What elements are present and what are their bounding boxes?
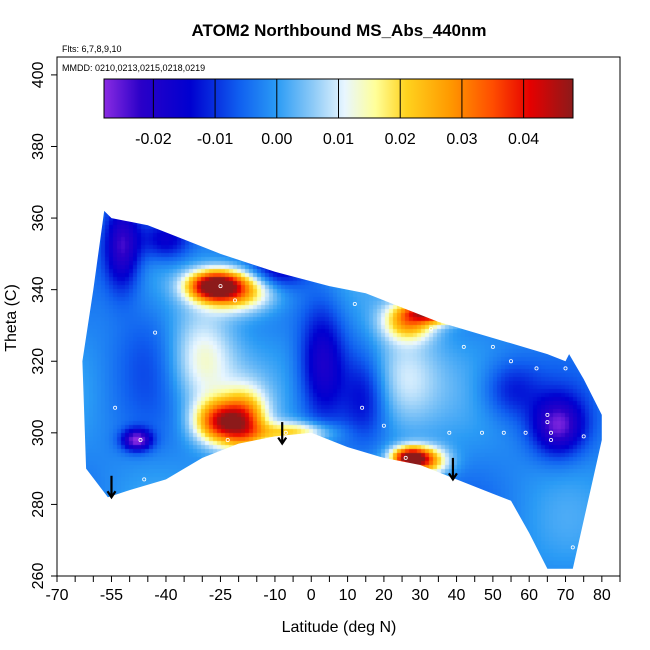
sample-point — [447, 430, 452, 435]
arrow-head — [106, 490, 117, 500]
sample-point — [479, 430, 484, 435]
sample-point — [429, 326, 434, 331]
marker-arrow — [277, 422, 288, 446]
colorbar-tick-label: 0.04 — [508, 131, 539, 148]
sample-point — [545, 420, 550, 425]
sample-points — [113, 266, 586, 550]
x-tick-label: -10 — [263, 587, 286, 604]
plot-frame — [56, 56, 621, 577]
sample-point — [563, 366, 568, 371]
y-tick-label: 340 — [30, 276, 47, 303]
sample-point — [461, 344, 466, 349]
y-axis-label: Theta (C) — [3, 284, 20, 352]
marker-arrows — [106, 422, 458, 500]
colorbar-tick-label: 0.00 — [261, 131, 292, 148]
sample-point — [352, 301, 357, 306]
chart-title: ATOM2 Northbound MS_Abs_440nm — [191, 21, 486, 40]
y-tick-label: 280 — [30, 491, 47, 518]
sample-point — [570, 545, 575, 550]
sample-point — [545, 412, 550, 417]
y-tick-label: 360 — [30, 205, 47, 232]
sample-point — [283, 430, 288, 435]
x-tick-label: -25 — [209, 587, 232, 604]
sample-point — [549, 430, 554, 435]
x-axis: -70 -55 -40 -25 -10 0 10 20 30 40 50 60 70 80 — [45, 576, 621, 604]
x-tick-label: 80 — [593, 587, 611, 604]
x-tick-label: -70 — [45, 587, 68, 604]
y-tick-label: 380 — [30, 133, 47, 160]
colorbar: -0.02 -0.01 0.00 0.01 0.02 0.03 0.04 — [103, 78, 574, 148]
marker-arrow — [106, 475, 117, 500]
sample-point — [360, 405, 365, 410]
marker-arrow — [448, 457, 458, 482]
sample-point — [232, 298, 237, 303]
y-tick-label: 400 — [30, 61, 47, 88]
x-tick-label: 70 — [557, 587, 575, 604]
y-axis: 260 280 300 320 340 360 380 400 — [30, 61, 57, 589]
y-tick-label: 320 — [30, 348, 47, 375]
x-tick-label: -40 — [154, 587, 177, 604]
sample-point — [153, 330, 158, 335]
sample-point — [345, 276, 350, 281]
dates-note: MMDD: 0210,0213,0215,0218,0219 — [62, 63, 205, 73]
sample-point — [225, 437, 230, 442]
sample-point — [581, 434, 586, 439]
x-axis-label: Latitude (deg N) — [282, 619, 397, 636]
sample-point — [508, 359, 513, 364]
sample-point — [142, 477, 147, 482]
sample-point — [549, 437, 554, 442]
x-tick-label: 30 — [411, 587, 429, 604]
sample-point — [436, 309, 441, 314]
colorbar-tick-label: -0.01 — [197, 131, 234, 148]
y-tick-label: 260 — [30, 563, 47, 590]
flights-note: Flts: 6,7,8,9,10 — [62, 44, 122, 54]
colorbar-tick-label: 0.03 — [446, 131, 477, 148]
x-tick-label: 50 — [484, 587, 502, 604]
sample-point — [138, 437, 143, 442]
x-tick-label: 20 — [375, 587, 393, 604]
sample-point — [418, 309, 423, 314]
x-tick-label: 40 — [448, 587, 466, 604]
sample-point — [534, 366, 539, 371]
sample-point — [280, 266, 285, 271]
arrow-head — [277, 436, 288, 446]
x-tick-label: 0 — [307, 587, 316, 604]
sample-point — [523, 430, 528, 435]
sample-point — [381, 423, 386, 428]
sample-point — [218, 284, 223, 289]
colorbar-tick-label: -0.02 — [135, 131, 172, 148]
x-tick-label: 60 — [520, 587, 538, 604]
x-tick-label: 10 — [339, 587, 357, 604]
x-tick-label: -55 — [100, 587, 123, 604]
sample-point — [113, 405, 118, 410]
sample-point — [490, 344, 495, 349]
sample-point — [403, 455, 408, 460]
arrow-head — [448, 472, 458, 482]
sample-point — [501, 430, 506, 435]
colorbar-tick-label: 0.02 — [385, 131, 416, 148]
y-tick-label: 300 — [30, 419, 47, 446]
colorbar-tick-label: 0.01 — [323, 131, 354, 148]
